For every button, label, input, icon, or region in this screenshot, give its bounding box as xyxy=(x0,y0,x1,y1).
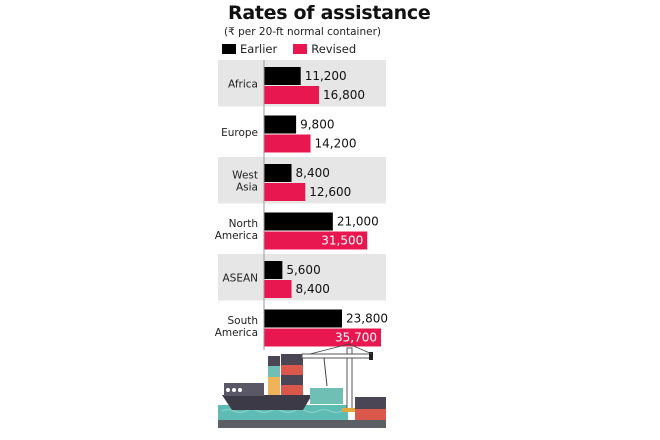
bar-earlier xyxy=(264,261,283,279)
container xyxy=(268,366,280,377)
bar-revised xyxy=(264,183,306,201)
category-label: South America xyxy=(215,315,258,339)
legend-item-earlier: Earlier xyxy=(222,42,277,56)
container xyxy=(281,354,303,365)
porthole xyxy=(232,388,236,392)
data-label: 31,500 xyxy=(321,234,363,248)
category-label: West Asia xyxy=(232,169,258,193)
data-label: 14,200 xyxy=(315,137,357,151)
container xyxy=(355,397,386,409)
bar-revised xyxy=(264,134,311,153)
data-label: 12,600 xyxy=(309,185,351,199)
bar-revised xyxy=(264,328,381,347)
porthole xyxy=(226,388,230,392)
bar-earlier xyxy=(264,164,292,182)
porthole xyxy=(238,388,242,392)
chart-subtitle: (₹ per 20-ft normal container) xyxy=(224,26,381,38)
data-label: 8,400 xyxy=(296,166,330,180)
bar-revised xyxy=(264,231,368,250)
port-illustration xyxy=(218,343,386,428)
container xyxy=(268,377,280,395)
category-label: North America xyxy=(215,218,258,242)
category-label: Africa xyxy=(228,78,258,90)
crane-base xyxy=(342,408,360,412)
category-label: ASEAN xyxy=(222,272,258,284)
data-label: 11,200 xyxy=(305,69,347,83)
container xyxy=(281,365,303,375)
legend-swatch-revised xyxy=(293,44,308,54)
crane-stay xyxy=(309,343,350,355)
legend-label-revised: Revised xyxy=(311,42,357,56)
legend-item-revised: Revised xyxy=(293,42,356,56)
bar-earlier xyxy=(264,309,342,328)
bar-earlier xyxy=(264,212,333,231)
container xyxy=(281,385,303,395)
container xyxy=(281,375,303,385)
container xyxy=(268,356,280,366)
container xyxy=(355,409,386,420)
crane-jib xyxy=(301,353,373,359)
water-wave xyxy=(221,409,343,413)
ship-cabin xyxy=(224,383,264,396)
legend-swatch-earlier xyxy=(222,44,236,54)
bar-earlier xyxy=(264,67,301,85)
category-label: Europe xyxy=(221,127,258,139)
data-label: 21,000 xyxy=(337,215,379,229)
data-label: 16,800 xyxy=(323,88,365,102)
bar-revised xyxy=(264,86,320,104)
bar-revised xyxy=(264,280,292,298)
legend-label-earlier: Earlier xyxy=(240,42,278,56)
data-label: 9,800 xyxy=(300,118,334,132)
bar-earlier xyxy=(264,115,297,134)
legend: Earlier Revised xyxy=(222,42,372,56)
data-label: 23,800 xyxy=(346,312,388,326)
ship-hull xyxy=(222,395,312,410)
dock-ground xyxy=(218,420,386,428)
crane-cable xyxy=(323,357,328,387)
data-label: 35,700 xyxy=(335,331,377,345)
data-label: 5,600 xyxy=(286,263,320,277)
chart-title: Rates of assistance xyxy=(228,2,431,24)
data-label: 8,400 xyxy=(296,282,330,296)
category-band xyxy=(218,254,386,301)
hoisted-container xyxy=(310,388,343,404)
crane-counterweight xyxy=(369,352,373,360)
crane-stay xyxy=(348,343,373,355)
